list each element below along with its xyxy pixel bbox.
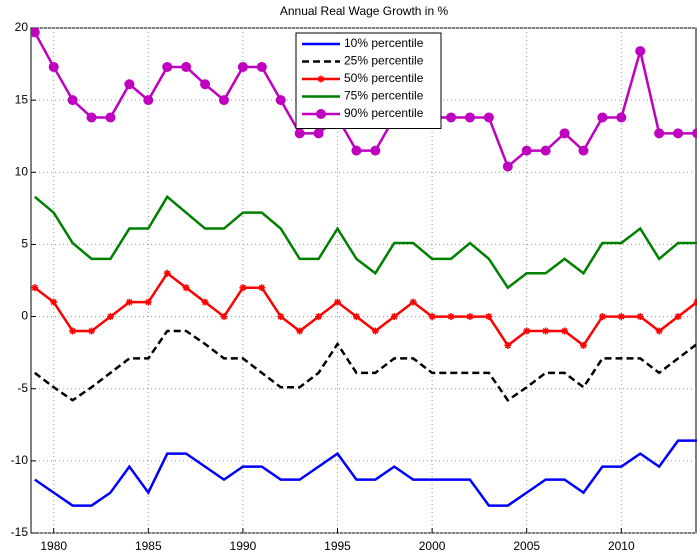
point-marker: [351, 145, 362, 156]
point-marker: [239, 284, 247, 292]
point-marker: [294, 128, 305, 139]
point-marker: [200, 79, 211, 90]
point-marker: [635, 46, 646, 57]
point-marker: [352, 313, 360, 321]
point-marker: [673, 128, 684, 139]
point-marker: [256, 61, 267, 72]
point-marker: [105, 112, 116, 123]
point-marker: [447, 313, 455, 321]
point-marker: [579, 341, 587, 349]
point-marker: [502, 161, 513, 172]
point-marker: [258, 284, 266, 292]
y-tick-label: 20: [15, 20, 29, 34]
point-marker: [334, 298, 342, 306]
y-tick-label: -5: [17, 381, 28, 395]
series-line: [34, 439, 697, 507]
point-marker: [162, 61, 173, 72]
point-marker: [504, 341, 512, 349]
legend-label: 10% percentile: [344, 36, 424, 50]
point-marker: [277, 313, 285, 321]
point-marker: [674, 313, 682, 321]
point-marker: [616, 112, 627, 123]
legend-marker: [317, 75, 325, 83]
point-marker: [144, 298, 152, 306]
point-marker: [561, 327, 569, 335]
point-marker: [483, 112, 494, 123]
point-marker: [125, 298, 133, 306]
point-marker: [371, 327, 379, 335]
point-marker: [617, 313, 625, 321]
x-tick-label: 1980: [40, 539, 67, 553]
point-marker: [106, 313, 114, 321]
legend-label: 50% percentile: [344, 71, 424, 85]
point-marker: [655, 327, 663, 335]
point-marker: [542, 327, 550, 335]
x-tick-label: 2005: [513, 539, 540, 553]
point-marker: [692, 128, 697, 139]
legend-marker: [316, 109, 326, 119]
x-tick-label: 1995: [324, 539, 351, 553]
point-marker: [86, 112, 97, 123]
y-tick-label: -10: [11, 453, 29, 467]
point-marker: [578, 145, 589, 156]
chart-title: Annual Real Wage Growth in %: [280, 4, 449, 18]
point-marker: [143, 95, 154, 106]
point-marker: [313, 128, 324, 139]
point-marker: [654, 128, 665, 139]
point-marker: [50, 298, 58, 306]
point-marker: [67, 95, 78, 106]
point-marker: [220, 313, 228, 321]
series-line: [34, 271, 697, 348]
point-marker: [464, 112, 475, 123]
point-marker: [598, 313, 606, 321]
legend-label: 75% percentile: [344, 89, 424, 103]
point-marker: [428, 313, 436, 321]
point-marker: [69, 327, 77, 335]
point-marker: [466, 313, 474, 321]
series-line: [33, 194, 697, 290]
y-tick-label: -15: [11, 525, 29, 539]
point-marker: [181, 61, 192, 72]
point-marker: [597, 112, 608, 123]
point-marker: [446, 112, 457, 123]
point-marker: [521, 145, 532, 156]
point-marker: [485, 313, 493, 321]
point-marker: [163, 269, 171, 277]
point-marker: [370, 145, 381, 156]
point-marker: [201, 298, 209, 306]
series-line: [34, 329, 697, 402]
legend-label: 25% percentile: [344, 54, 424, 68]
point-marker: [315, 313, 323, 321]
x-tick-label: 2010: [608, 539, 635, 553]
point-marker: [559, 128, 570, 139]
point-marker: [124, 79, 135, 90]
y-tick-label: 0: [21, 309, 28, 323]
point-marker: [275, 95, 286, 106]
point-marker: [540, 145, 551, 156]
point-marker: [182, 284, 190, 292]
point-marker: [31, 28, 40, 38]
point-marker: [523, 327, 531, 335]
point-marker: [296, 327, 304, 335]
y-tick-label: 5: [21, 237, 28, 251]
point-marker: [31, 284, 39, 292]
legend-label: 90% percentile: [344, 106, 424, 120]
y-tick-label: 10: [15, 164, 29, 178]
x-tick-label: 1985: [135, 539, 162, 553]
point-marker: [237, 61, 248, 72]
point-marker: [48, 61, 59, 72]
point-marker: [218, 95, 229, 106]
legend: 10% percentile 25% percentile 50% percenti…: [295, 32, 442, 129]
point-marker: [409, 298, 417, 306]
y-tick-label: 15: [15, 92, 29, 106]
point-marker: [88, 327, 96, 335]
point-marker: [390, 313, 398, 321]
x-tick-label: 1990: [230, 539, 257, 553]
x-tick-label: 2000: [419, 539, 446, 553]
point-marker: [636, 313, 644, 321]
